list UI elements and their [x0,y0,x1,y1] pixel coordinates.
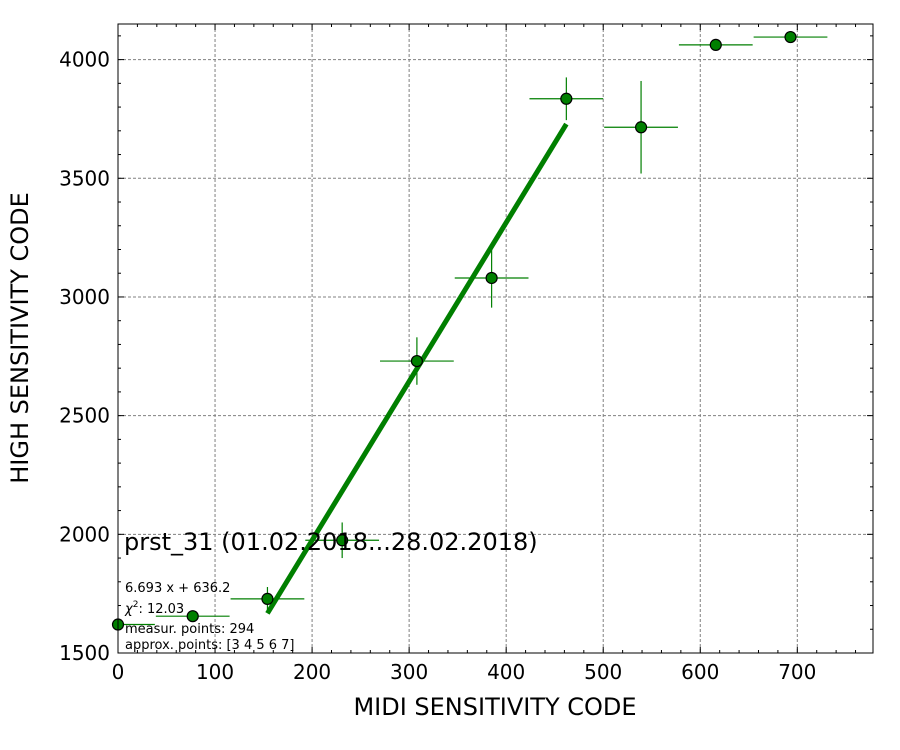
data-point [410,354,423,368]
data-point [634,121,648,134]
x-tick-label: 300 [390,660,428,684]
x-tick-label: 500 [584,660,622,684]
y-tick-label: 2500 [59,404,110,428]
plot-frame [117,23,874,654]
data-point [186,610,199,623]
data-point [709,38,722,51]
x-tick-label: 400 [487,660,525,684]
y-tick-label: 3000 [59,285,110,309]
x-tick-label: 200 [293,660,331,684]
measured-points: measur. points: 294 [125,622,254,637]
fit-equation: 6.693 x + 636.2 [125,581,230,596]
chi-exponent: 2 [133,600,139,610]
y-tick-label: 1500 [59,641,110,665]
data-point [784,30,797,44]
approx-points: approx. points: [3 4 5 6 7] [125,638,295,653]
chi-square: χ2: 12.03 [124,600,184,617]
y-tick-label: 2000 [59,522,110,546]
y-axis-label: HIGH SENSITIVITY CODE [6,192,34,484]
fit-line [265,122,569,615]
data-point [485,271,498,285]
x-tick-label: 700 [778,660,816,684]
data-point [261,592,274,605]
y-tick-label: 3500 [59,166,110,190]
grid [118,24,873,653]
data-point [560,92,573,105]
data-markers [111,30,797,631]
chi-symbol: χ [124,602,134,617]
x-tick-label: 100 [196,660,234,684]
y-tick-label: 4000 [59,48,110,72]
y-tick-labels: 1500 2000 2500 3000 3500 4000 [59,48,110,665]
x-axis-label: MIDI SENSITIVITY CODE [353,693,636,721]
x-tick-label: 0 [112,660,125,684]
major-ticks [117,24,873,654]
data-point [336,534,349,547]
chi-value: : 12.03 [138,602,184,617]
chart-title: prst_31 (01.02.2018...28.02.2018) [124,528,538,556]
x-tick-label: 600 [681,660,719,684]
x-tick-labels: 0 100 200 300 400 500 600 700 [112,660,817,684]
